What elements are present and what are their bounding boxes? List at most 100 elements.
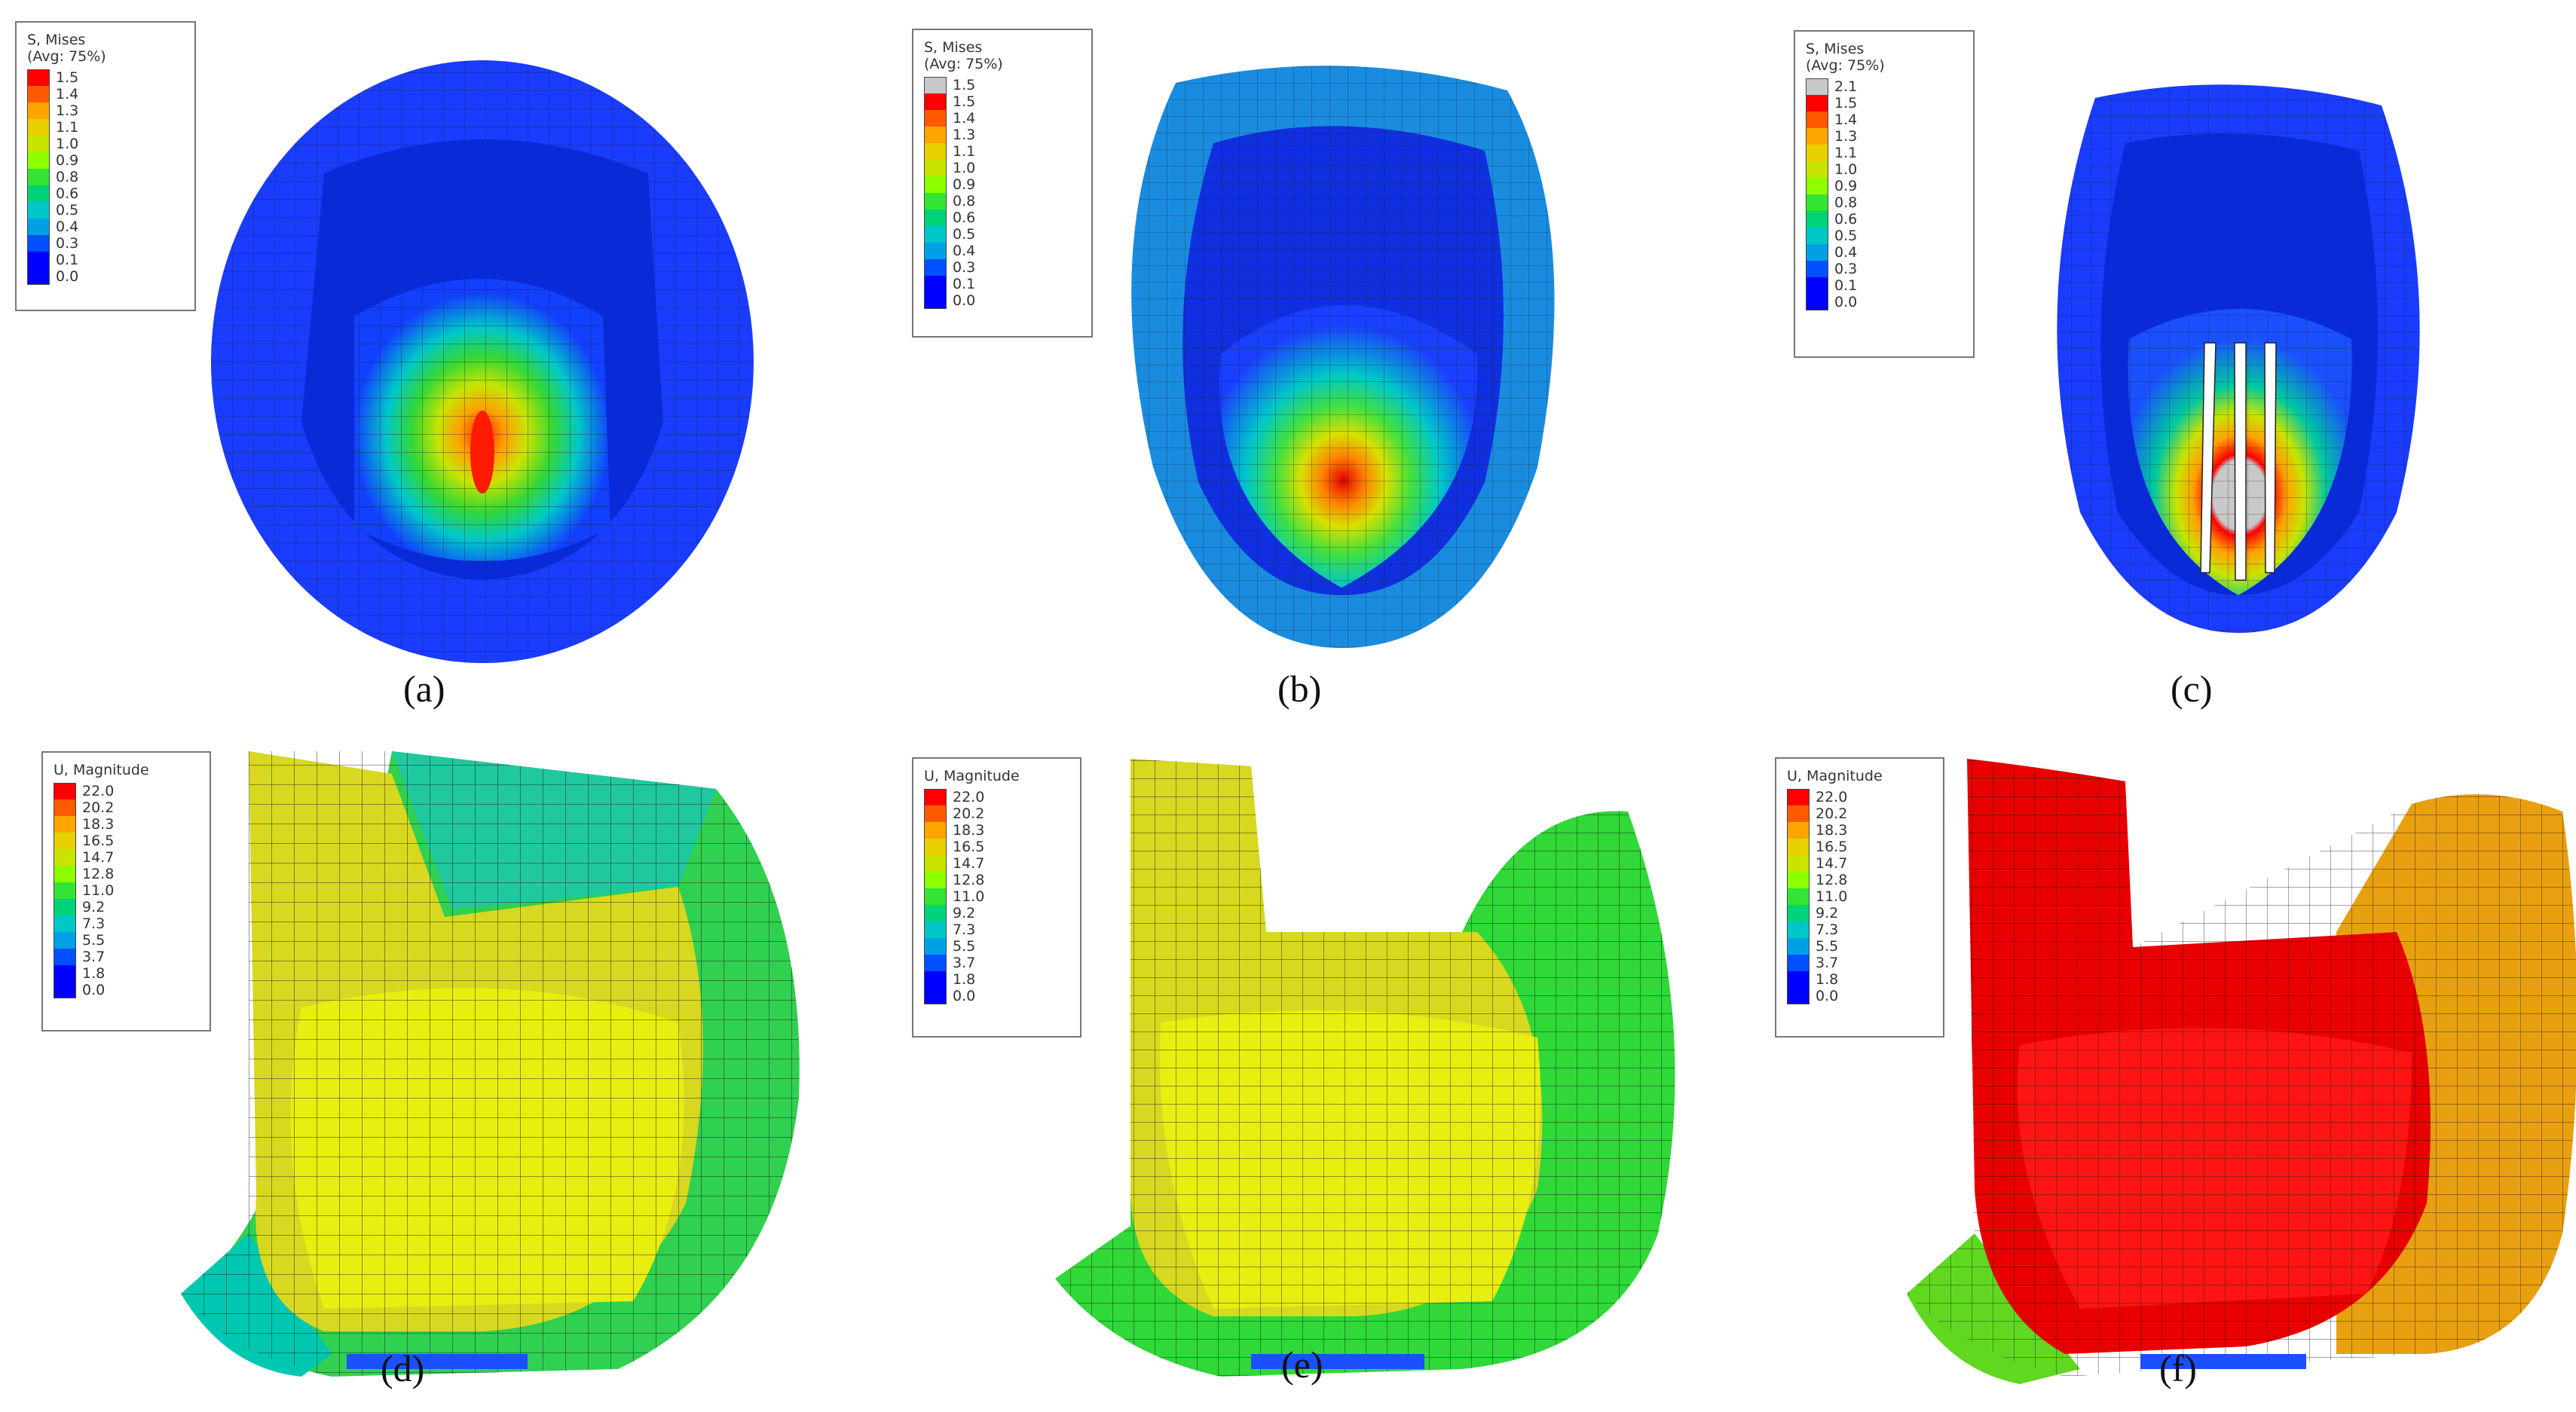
legend-value: 0.0 — [1816, 988, 1839, 1004]
legend-value: 3.7 — [1816, 955, 1839, 971]
legend-swatch — [924, 193, 947, 209]
legend-swatch — [924, 955, 947, 971]
legend-swatch — [924, 921, 947, 938]
legend-swatch — [1806, 112, 1828, 128]
legend-value: 0.9 — [953, 176, 976, 193]
legend-row: 16.5 — [54, 833, 199, 849]
legend-row: 1.8 — [924, 971, 1069, 988]
legend-value: 1.4 — [1834, 112, 1858, 128]
legend-value: 1.5 — [1834, 95, 1858, 112]
legend-swatch — [54, 783, 76, 799]
legend-value: 0.0 — [953, 292, 976, 309]
legend-swatch — [924, 805, 947, 822]
legend-swatch — [1806, 228, 1828, 244]
legend-swatch — [1787, 905, 1810, 921]
legend-value: 0.0 — [56, 268, 79, 285]
legend-value: 1.8 — [1816, 971, 1839, 988]
legend-swatch — [924, 110, 947, 127]
displacement-plot-d — [181, 751, 800, 1377]
legend-row: 9.2 — [1787, 905, 1932, 921]
legend-row: 5.5 — [924, 938, 1069, 955]
legend-row: 0.0 — [1806, 294, 1963, 310]
legend-value: 0.0 — [953, 988, 976, 1004]
panel-f: U, Magnitude 22.0 20.2 18.3 16.5 14.7 12.8 11.… — [1718, 706, 2576, 1412]
legend-row: 22.0 — [54, 783, 199, 799]
legend-title-line-1: S, Mises — [27, 32, 86, 48]
displacement-legend: U, Magnitude 22.0 20.2 18.3 16.5 14.7 12.8 11.… — [41, 751, 211, 1031]
panel-caption: (e) — [1281, 1343, 1323, 1386]
legend-swatch — [924, 259, 947, 276]
legend-swatch — [27, 69, 50, 86]
legend-swatch — [924, 160, 947, 176]
legend-value: 1.3 — [953, 127, 976, 143]
legend-row: 0.9 — [924, 176, 1081, 193]
legend-value: 1.4 — [953, 110, 976, 127]
legend-value: 9.2 — [953, 905, 976, 921]
legend-swatch — [1787, 888, 1810, 905]
legend-row: 1.4 — [924, 110, 1081, 127]
legend-row: 12.8 — [924, 872, 1069, 888]
legend-title-line-2: (Avg: 75%) — [924, 56, 1003, 72]
legend-value: 1.0 — [56, 136, 79, 152]
legend-row: 22.0 — [1787, 789, 1932, 805]
legend-swatch — [27, 268, 50, 285]
legend-row: 0.0 — [924, 988, 1069, 1004]
legend-value: 14.7 — [1816, 855, 1848, 872]
legend-title-line-1: U, Magnitude — [1787, 768, 1883, 784]
legend-value: 0.8 — [56, 169, 79, 185]
legend-value: 0.9 — [56, 152, 79, 169]
legend-swatch — [1806, 194, 1828, 211]
legend-row: 0.4 — [27, 219, 184, 235]
legend-swatch — [924, 988, 947, 1004]
legend-title-line-1: U, Magnitude — [924, 768, 1020, 784]
legend-row: 11.0 — [924, 888, 1069, 905]
legend-value: 16.5 — [1816, 839, 1848, 855]
legend-title-line-1: U, Magnitude — [54, 762, 149, 778]
stress-plot-a — [211, 60, 754, 663]
legend-value: 0.4 — [56, 219, 79, 235]
legend-swatch — [1806, 178, 1828, 194]
legend-row: 0.6 — [924, 209, 1081, 226]
panel-caption: (d) — [381, 1347, 425, 1389]
legend-row: 1.3 — [924, 127, 1081, 143]
legend-swatch — [924, 789, 947, 805]
legend-swatch — [1787, 955, 1810, 971]
legend-row: 0.8 — [924, 193, 1081, 209]
legend-row: 0.8 — [27, 169, 184, 185]
legend-swatch — [924, 822, 947, 839]
legend-swatch — [27, 185, 50, 202]
legend-swatch — [924, 872, 947, 888]
legend-row: 9.2 — [924, 905, 1069, 921]
legend-swatch — [924, 176, 947, 193]
legend-row: 0.0 — [1787, 988, 1932, 1004]
panel-caption: (f) — [2159, 1347, 2197, 1389]
legend-value: 12.8 — [82, 866, 115, 882]
legend-row: 1.8 — [1787, 971, 1932, 988]
legend-row: 1.5 — [27, 69, 184, 86]
legend-title-line-2: (Avg: 75%) — [27, 48, 106, 65]
legend-row: 0.3 — [924, 259, 1081, 276]
legend-value: 0.5 — [56, 202, 79, 219]
legend-swatch — [1787, 805, 1810, 822]
legend-row: 11.0 — [54, 882, 199, 899]
legend-value: 18.3 — [82, 816, 115, 833]
panel-caption: (b) — [1277, 668, 1322, 710]
legend-value: 7.3 — [1816, 921, 1839, 938]
legend-value: 9.2 — [1816, 905, 1839, 921]
legend-row: 1.3 — [1806, 128, 1963, 145]
legend-swatch — [27, 169, 50, 185]
legend-value: 1.3 — [56, 102, 79, 119]
legend-swatch — [1806, 294, 1828, 310]
legend-swatch — [1806, 244, 1828, 261]
legend-value: 1.1 — [56, 119, 79, 136]
legend-value: 0.0 — [1834, 294, 1858, 310]
legend-swatch — [1806, 161, 1828, 178]
legend-swatch — [27, 219, 50, 235]
legend-row: 12.8 — [1787, 872, 1932, 888]
legend-row: 1.4 — [1806, 112, 1963, 128]
panel-b: S, Mises (Avg: 75%) 1.5 1.5 1.4 1.3 1.1 1.0 0.… — [859, 0, 1718, 710]
legend-value: 7.3 — [82, 915, 106, 932]
legend-swatch — [924, 905, 947, 921]
stress-legend: S, Mises (Avg: 75%) 1.5 1.5 1.4 1.3 1.1 1.0 0.… — [912, 29, 1093, 338]
legend-swatch — [924, 93, 947, 110]
